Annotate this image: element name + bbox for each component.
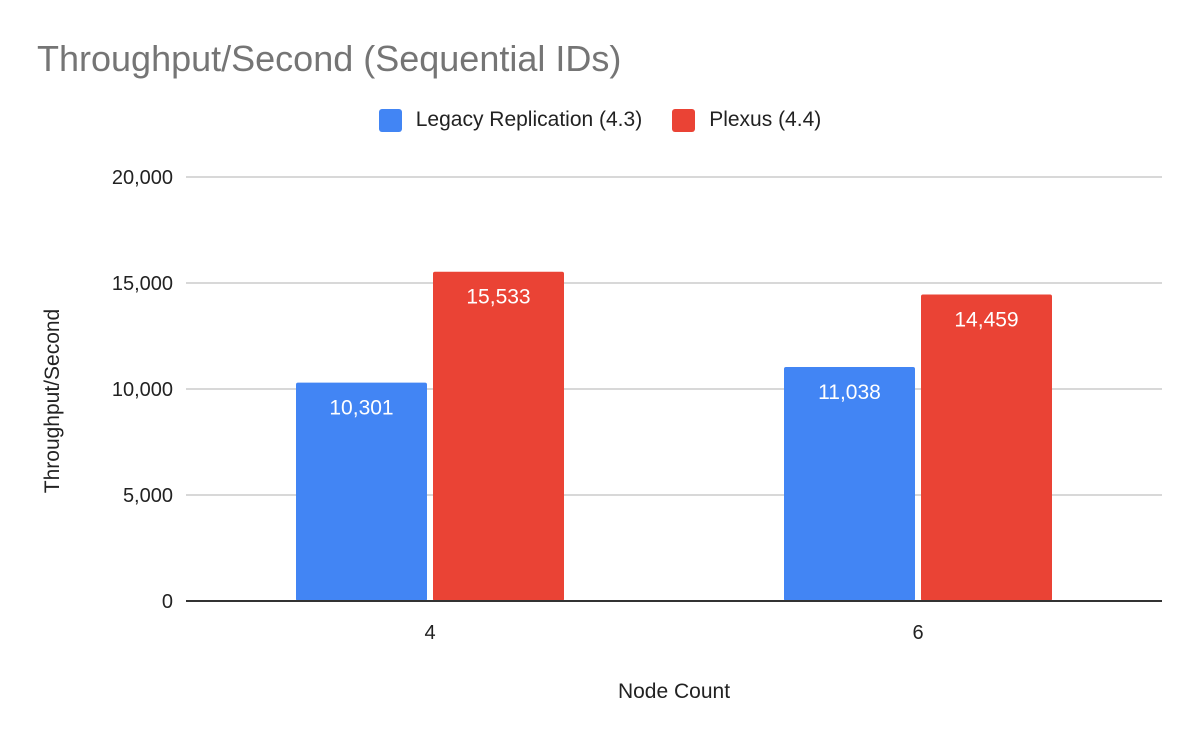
y-axis-title: Throughput/Second [41, 309, 64, 493]
bar [433, 271, 564, 601]
y-tick-label: 5,000 [123, 485, 173, 507]
data-label: 11,038 [818, 381, 881, 404]
x-tick-label: 4 [424, 622, 435, 644]
y-tick-label: 15,000 [112, 273, 173, 295]
legend-swatch-legacy [378, 108, 402, 132]
y-tick-label: 0 [162, 591, 173, 613]
legend-item-legacy: Legacy Replication (4.3) [378, 108, 643, 132]
bar [921, 294, 1052, 601]
legend-swatch-plexus [672, 108, 696, 132]
bar [784, 366, 915, 601]
legend-label-plexus: Plexus (4.4) [709, 108, 822, 131]
x-tick-label: 6 [912, 622, 923, 644]
data-labels: 10,301 15,533 11,038 14,459 [329, 286, 1018, 420]
bars [296, 271, 1052, 601]
bar [296, 382, 427, 601]
y-tick-label: 10,000 [112, 379, 173, 401]
x-axis-title: Node Count [618, 680, 730, 703]
legend: Legacy Replication (4.3) Plexus (4.4) [0, 108, 1200, 132]
y-tick-label: 20,000 [112, 167, 173, 189]
data-label: 15,533 [466, 286, 530, 309]
legend-item-plexus: Plexus (4.4) [672, 108, 821, 132]
data-label: 14,459 [954, 308, 1018, 331]
chart-title: Throughput/Second (Sequential IDs) [37, 38, 622, 79]
y-tick-labels: 0 5,000 10,000 15,000 20,000 [112, 167, 173, 613]
data-label: 10,301 [329, 397, 393, 420]
legend-label-legacy: Legacy Replication (4.3) [415, 108, 643, 131]
